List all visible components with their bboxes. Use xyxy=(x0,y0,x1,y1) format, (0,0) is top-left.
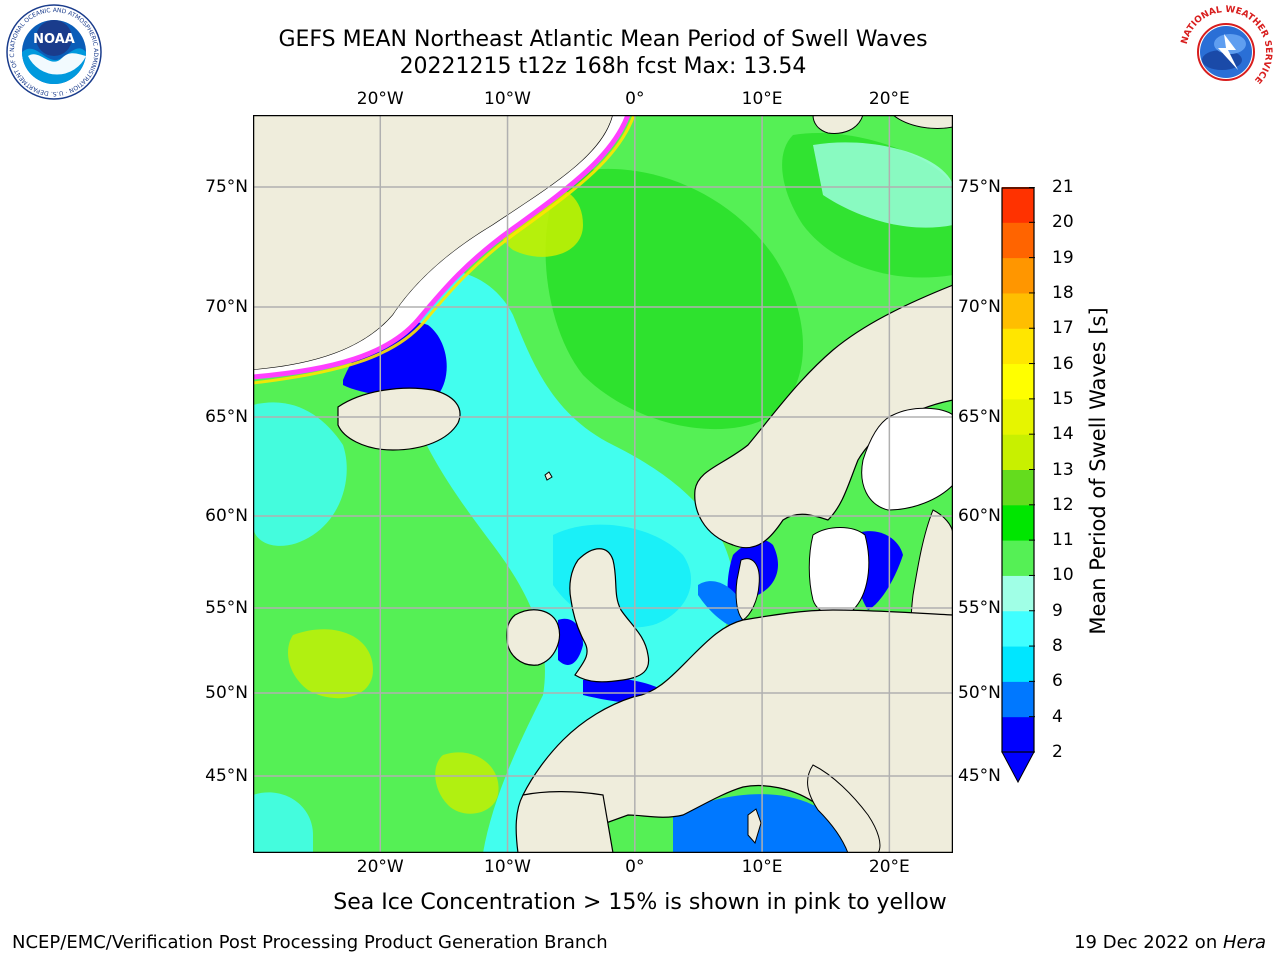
noaa-logo-text: NOAA xyxy=(33,32,75,47)
colorbar xyxy=(1001,187,1035,784)
lat-tick-label-left: 55°N xyxy=(205,598,248,618)
colorbar-tick-label: 15 xyxy=(1052,388,1074,409)
lat-tick-label-left: 50°N xyxy=(205,683,248,703)
colorbar-extend-arrow xyxy=(1001,751,1035,784)
lat-tick-label-left: 60°N xyxy=(205,506,248,526)
colorbar-segment xyxy=(1002,292,1034,329)
lat-tick-label-right: 55°N xyxy=(958,598,1001,618)
colorbar-tick-label: 8 xyxy=(1052,636,1063,657)
lon-tick-label-bottom: 0° xyxy=(625,857,645,877)
lon-tick-label-bottom: 10°W xyxy=(484,857,532,877)
colorbar-segment xyxy=(1002,575,1034,612)
map-frame xyxy=(253,115,953,853)
colorbar-tick-label: 12 xyxy=(1052,494,1074,515)
colorbar-tick-label: 10 xyxy=(1052,565,1074,586)
colorbar-segment xyxy=(1002,187,1034,223)
colorbar-tick-label: 21 xyxy=(1052,177,1074,197)
colorbar-tick-label: 14 xyxy=(1052,424,1074,445)
lat-tick-label-right: 75°N xyxy=(958,177,1001,197)
lon-tick-label-bottom: 10°E xyxy=(741,857,783,877)
colorbar-segment xyxy=(1002,646,1034,682)
great-britain-land xyxy=(569,548,650,683)
lon-tick-label-top: 10°E xyxy=(741,89,783,109)
footer-date: 19 Dec 2022 on Hera xyxy=(1074,932,1266,953)
lat-tick-label-right: 50°N xyxy=(958,683,1001,703)
iceland-land xyxy=(337,387,461,451)
colorbar-segment xyxy=(1002,681,1034,718)
colorbar-segment xyxy=(1002,434,1034,470)
colorbar-tick-label: 13 xyxy=(1052,459,1074,480)
footer-host: Hera xyxy=(1222,932,1266,953)
lat-tick-label-left: 45°N xyxy=(205,766,248,786)
colorbar-segment xyxy=(1002,363,1034,400)
map-subtitle: 20221215 t12z 168h fcst Max: 13.54 xyxy=(399,54,807,79)
colorbar-tick-label: 16 xyxy=(1052,353,1074,374)
colorbar-segment xyxy=(1002,469,1034,506)
colorbar-tick-label: 2 xyxy=(1052,742,1063,762)
lon-tick-label-bottom: 20°W xyxy=(356,857,404,877)
colorbar-tick-label: 11 xyxy=(1052,530,1074,551)
colorbar-tick-label: 6 xyxy=(1052,671,1063,692)
colorbar-segment xyxy=(1002,328,1034,365)
lon-tick-label-top: 0° xyxy=(625,89,645,109)
sea-ice-edge xyxy=(253,115,631,380)
colorbar-segment xyxy=(1002,716,1034,753)
colorbar-segment xyxy=(1002,504,1034,541)
map-panel xyxy=(253,115,953,853)
lon-tick-label-top: 20°W xyxy=(356,89,404,109)
colorbar-tick-label: 9 xyxy=(1052,600,1063,621)
footer-credit: NCEP/EMC/Verification Post Processing Pr… xyxy=(12,932,608,953)
ireland-land xyxy=(506,609,560,666)
lat-tick-label-left: 75°N xyxy=(205,177,248,197)
nws-logo: NATIONAL WEATHER SERVICE xyxy=(1179,5,1273,99)
footer-date-text: 19 Dec 2022 on xyxy=(1074,932,1223,953)
lat-tick-label-right: 60°N xyxy=(958,506,1001,526)
colorbar-segment xyxy=(1002,540,1034,576)
colorbar-segment xyxy=(1002,610,1034,647)
colorbar-tick-label: 19 xyxy=(1052,247,1074,268)
lon-tick-label-top: 20°E xyxy=(868,89,910,109)
colorbar-title: Mean Period of Swell Waves [s] xyxy=(1086,307,1110,635)
colorbar-tick-label: 20 xyxy=(1052,212,1074,233)
lat-tick-label-left: 70°N xyxy=(205,297,248,317)
sea-ice-caption: Sea Ice Concentration > 15% is shown in … xyxy=(333,890,947,915)
lon-tick-label-bottom: 20°E xyxy=(868,857,910,877)
noaa-logo: NATIONAL OCEANIC AND ATMOSPHERIC ADMINIS… xyxy=(6,4,102,100)
colorbar-tick-label: 4 xyxy=(1052,706,1063,727)
lat-tick-label-right: 45°N xyxy=(958,766,1001,786)
colorbar-tick-label: 17 xyxy=(1052,318,1074,339)
colorbar-tick-label: 18 xyxy=(1052,282,1074,303)
lat-tick-label-right: 65°N xyxy=(958,407,1001,427)
lon-tick-label-top: 10°W xyxy=(484,89,532,109)
map-title: GEFS MEAN Northeast Atlantic Mean Period… xyxy=(278,27,928,52)
lat-tick-label-right: 70°N xyxy=(958,297,1001,317)
colorbar-segment xyxy=(1002,222,1034,259)
colorbar-segment xyxy=(1002,398,1034,435)
map-gridlines xyxy=(253,115,953,853)
lat-tick-label-left: 65°N xyxy=(205,407,248,427)
colorbar-segment xyxy=(1002,257,1034,294)
